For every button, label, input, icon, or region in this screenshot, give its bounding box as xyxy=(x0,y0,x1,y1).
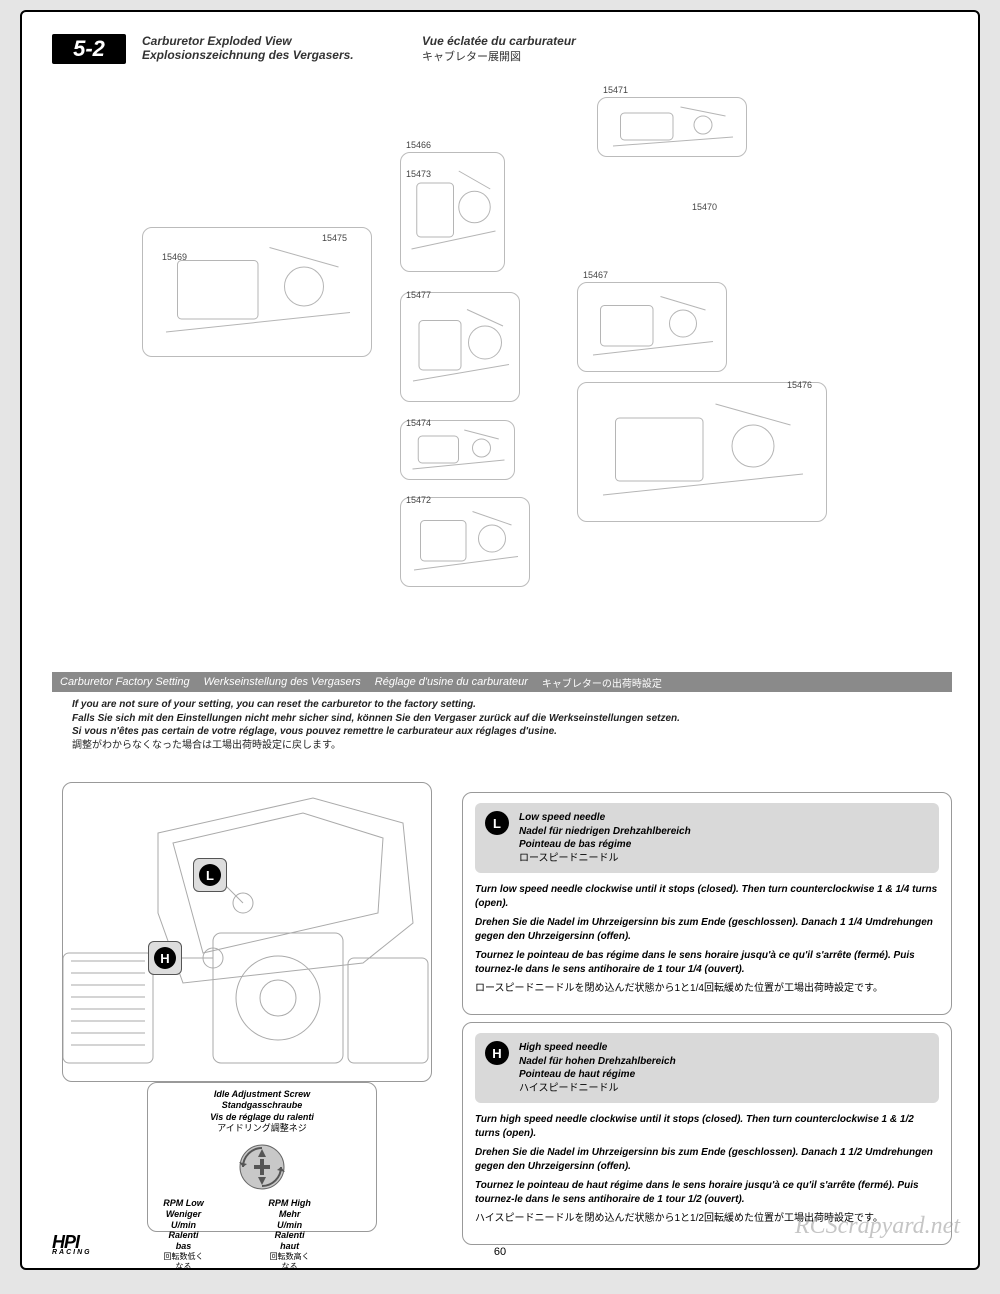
idle-jp: アイドリング調整ネジ xyxy=(148,1123,376,1134)
factory-setting-bar: Carburetor Factory Setting Werkseinstell… xyxy=(52,672,952,692)
low-titles: Low speed needle Nadel für niedrigen Dre… xyxy=(519,811,691,865)
page-number: 60 xyxy=(22,1246,978,1258)
idle-columns: RPM Low Weniger U/min Ralenti bas 回転数低くな… xyxy=(148,1198,376,1271)
part-box-15475 xyxy=(142,227,372,357)
marker-h-letter: H xyxy=(154,947,176,969)
part-label-15467: 15467 xyxy=(583,270,608,280)
title-en: Carburetor Exploded View xyxy=(142,34,422,48)
factory-de: Werkseinstellung des Vergasers xyxy=(204,676,361,688)
factory-notes: If you are not sure of your setting, you… xyxy=(72,698,952,752)
part-sketch-icon xyxy=(401,498,531,588)
part-label-15471: 15471 xyxy=(603,85,628,95)
marker-l: L xyxy=(193,858,227,892)
idle-high: RPM High Mehr U/min Ralenti haut 回転数高くなる xyxy=(266,1198,364,1271)
engine-svg xyxy=(63,783,433,1083)
part-box-15471 xyxy=(597,97,747,157)
idle-fr: Vis de réglage du ralenti xyxy=(148,1112,376,1123)
part-label-15474: 15474 xyxy=(406,418,431,428)
high-titles: High speed needle Nadel für hohen Drehza… xyxy=(519,1041,676,1095)
marker-l-letter: L xyxy=(199,864,221,886)
factory-jp: キャブレターの出荷時設定 xyxy=(542,675,662,690)
part-label-15472: 15472 xyxy=(406,495,431,505)
idle-title: Idle Adjustment Screw Standgasschraube V… xyxy=(148,1089,376,1134)
section-number-badge: 5-2 xyxy=(52,34,126,64)
part-label-15470: 15470 xyxy=(692,202,717,212)
title-fr: Vue éclatée du carburateur xyxy=(422,34,722,48)
part-sketch-icon xyxy=(598,98,748,158)
part-sketch-icon xyxy=(578,283,728,373)
part-label-15477: 15477 xyxy=(406,290,431,300)
low-body: Turn low speed needle clockwise until it… xyxy=(475,883,939,996)
marker-h: H xyxy=(148,941,182,975)
part-box-15477 xyxy=(400,292,520,402)
idle-adjustment-box: Idle Adjustment Screw Standgasschraube V… xyxy=(147,1082,377,1232)
note-en: If you are not sure of your setting, you… xyxy=(72,698,952,712)
manual-page: 5-2 Carburetor Exploded View Vue éclatée… xyxy=(20,10,980,1270)
part-box-15472 xyxy=(400,497,530,587)
note-de: Falls Sie sich mit den Einstellungen nic… xyxy=(72,712,952,726)
title-jp: キャブレター展開図 xyxy=(422,48,722,64)
part-label-15469: 15469 xyxy=(162,252,187,262)
note-jp: 調整がわからなくなった場合は工場出荷時設定に戻します。 xyxy=(72,739,952,753)
part-box-15474 xyxy=(400,420,515,480)
exploded-view-diagram: 1547515469154661547315471154701547715467… xyxy=(132,97,872,637)
part-sketch-icon xyxy=(578,383,828,523)
part-label-15475: 15475 xyxy=(322,233,347,243)
note-fr: Si vous n'êtes pas certain de votre régl… xyxy=(72,725,952,739)
part-label-15476: 15476 xyxy=(787,380,812,390)
watermark: RCScrapyard.net xyxy=(795,1213,960,1240)
lower-section: L H Idle Adjustment Screw Standgasschrau… xyxy=(52,762,952,1222)
high-body: Turn high speed needle clockwise until i… xyxy=(475,1113,939,1226)
part-label-15466: 15466 xyxy=(406,140,431,150)
low-head: L Low speed needle Nadel für niedrigen D… xyxy=(475,803,939,873)
high-head: H High speed needle Nadel für hohen Dreh… xyxy=(475,1033,939,1103)
engine-illustration: L H xyxy=(62,782,432,1082)
factory-fr: Réglage d'usine du carburateur xyxy=(375,676,528,688)
part-sketch-icon xyxy=(401,293,521,403)
low-speed-needle-box: L Low speed needle Nadel für niedrigen D… xyxy=(462,792,952,1015)
idle-de: Standgasschraube xyxy=(148,1100,376,1111)
part-box-15467 xyxy=(577,282,727,372)
part-label-15473: 15473 xyxy=(406,169,431,179)
low-letter: L xyxy=(485,811,509,835)
part-sketch-icon xyxy=(401,421,516,481)
idle-dial-icon xyxy=(235,1140,289,1194)
idle-en: Idle Adjustment Screw xyxy=(148,1089,376,1100)
title-de: Explosionszeichnung des Vergasers. xyxy=(142,48,422,64)
section-titles: Carburetor Exploded View Vue éclatée du … xyxy=(142,34,722,64)
factory-en: Carburetor Factory Setting xyxy=(60,676,190,688)
part-box-15476 xyxy=(577,382,827,522)
high-speed-needle-box: H High speed needle Nadel für hohen Dreh… xyxy=(462,1022,952,1245)
high-letter: H xyxy=(485,1041,509,1065)
part-sketch-icon xyxy=(143,228,373,358)
idle-low: RPM Low Weniger U/min Ralenti bas 回転数低くな… xyxy=(160,1198,258,1271)
